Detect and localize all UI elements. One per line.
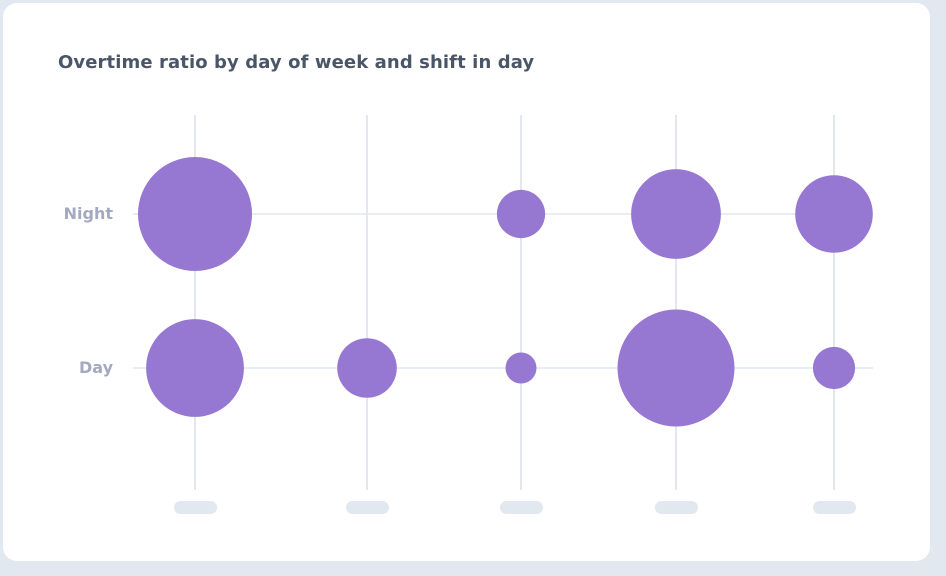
x-axis-label-placeholder (812, 501, 856, 514)
grid-lines (133, 115, 873, 490)
x-axis-label-placeholder (345, 501, 389, 514)
bubble-day-3[interactable] (617, 309, 735, 427)
y-axis-label-night: Night (63, 204, 113, 223)
y-axis-label-day: Day (78, 358, 113, 377)
bubble-night-0[interactable] (138, 157, 252, 271)
bubble-day-1[interactable] (337, 338, 397, 398)
chart-title: Overtime ratio by day of week and shift … (58, 52, 535, 73)
bubbles (138, 157, 873, 427)
x-axis-label-placeholder (499, 501, 543, 514)
bubble-day-0[interactable] (146, 319, 244, 417)
bubble-night-3[interactable] (631, 169, 721, 259)
bubble-day-4[interactable] (812, 346, 856, 390)
chart-card (3, 3, 930, 561)
x-axis-label-placeholder (173, 501, 217, 514)
bubble-night-4[interactable] (795, 175, 873, 253)
x-axis-label-placeholder (654, 501, 698, 514)
bubble-day-2[interactable] (505, 352, 537, 384)
bubble-night-2[interactable] (496, 189, 546, 239)
